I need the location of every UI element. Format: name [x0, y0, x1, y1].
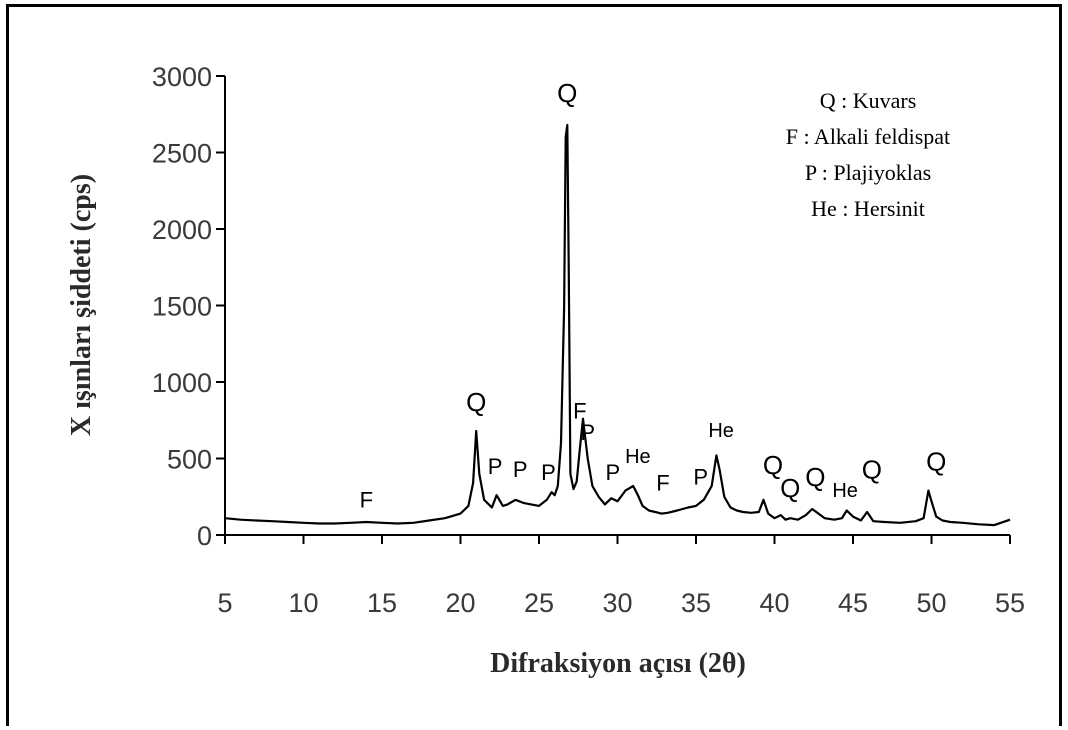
- legend-entry: P : Plajiyoklas: [805, 160, 931, 185]
- x-ticks: 5 10 15 20 25 30 35 40 45 50 55: [217, 535, 1025, 618]
- frame-border-left: [6, 4, 9, 726]
- peak-label: P: [488, 454, 503, 479]
- legend-entry: F : Alkali feldispat: [786, 124, 950, 149]
- x-tick-label: 5: [217, 588, 232, 618]
- frame-border-right: [1059, 4, 1062, 726]
- peak-label: Q: [805, 462, 825, 492]
- x-tick-label: 10: [288, 588, 318, 618]
- x-axis-title: Difraksiyon açısı (2θ): [490, 648, 746, 679]
- x-tick-label: 30: [602, 588, 632, 618]
- y-tick-label: 1000: [152, 368, 212, 398]
- x-tick-label: 20: [445, 588, 475, 618]
- x-tick-label: 35: [681, 588, 711, 618]
- frame-border-top: [6, 4, 1062, 7]
- y-tick-label: 3000: [152, 62, 212, 92]
- y-tick-label: 1500: [152, 292, 212, 322]
- peak-label: He: [625, 446, 651, 468]
- y-tick-label: 2000: [152, 215, 212, 245]
- peak-label: F: [573, 399, 586, 424]
- x-tick-label: 40: [759, 588, 789, 618]
- peak-label: Q: [557, 78, 577, 108]
- x-tick-label: 50: [916, 588, 946, 618]
- y-axis-title: X ışınları şiddeti (cps): [66, 174, 97, 436]
- peak-label: Q: [780, 473, 800, 503]
- peak-label: He: [832, 480, 858, 502]
- x-tick-label: 55: [995, 588, 1025, 618]
- peak-label: Q: [926, 447, 946, 477]
- peak-label: P: [605, 460, 620, 485]
- x-tick-label: 45: [838, 588, 868, 618]
- y-tick-label: 500: [167, 445, 212, 475]
- legend-entry: He : Hersinit: [811, 196, 925, 221]
- peak-label: P: [693, 465, 708, 490]
- peak-label: F: [656, 471, 669, 496]
- plot-area: [224, 123, 1011, 527]
- peak-label: P: [513, 457, 528, 482]
- xrd-pattern-line: [224, 123, 1011, 527]
- legend: Q : Kuvars F : Alkali feldispat P : Plajiy…: [786, 88, 950, 221]
- peak-label: F: [360, 487, 373, 512]
- peak-label: Q: [862, 454, 882, 484]
- peak-label: P: [580, 420, 595, 445]
- peak-label: P: [541, 460, 556, 485]
- x-tick-label: 25: [524, 588, 554, 618]
- x-tick-label: 15: [367, 588, 397, 618]
- peak-label: He: [708, 420, 734, 442]
- peak-label: Q: [466, 387, 486, 417]
- legend-entry: Q : Kuvars: [820, 88, 917, 113]
- y-ticks: 0 500 1000 1500 2000 2500 3000: [152, 62, 225, 551]
- y-tick-label: 2500: [152, 139, 212, 169]
- peak-label: Q: [763, 450, 783, 480]
- y-tick-label: 0: [197, 521, 212, 551]
